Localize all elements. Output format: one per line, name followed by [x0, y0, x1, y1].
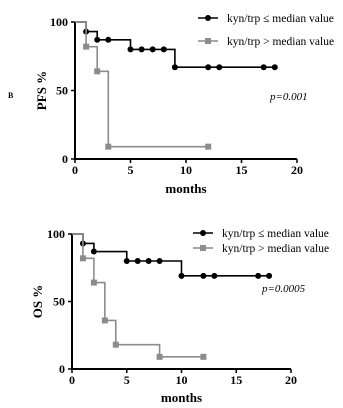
series-line: [75, 21, 209, 148]
data-point: [123, 258, 130, 264]
x-axis-label: months: [165, 181, 206, 196]
x-axis-label: months: [161, 390, 202, 405]
data-point: [94, 68, 101, 75]
x-tick-label: 5: [128, 163, 134, 177]
y-tick-label: 50: [53, 295, 65, 309]
data-point: [105, 143, 112, 150]
data-point: [178, 272, 185, 279]
series-low-ratio: [72, 233, 273, 279]
x-tick-label: 20: [291, 163, 303, 177]
x-tick-label: 20: [285, 373, 297, 387]
x-tick-label: 15: [230, 373, 242, 387]
series-line: [72, 233, 204, 358]
legend-marker: [205, 38, 211, 44]
y-tick-label: 50: [56, 84, 68, 98]
legend-marker: [200, 230, 206, 236]
data-point: [216, 64, 223, 71]
data-point: [205, 143, 212, 150]
x-tick-label: 10: [180, 163, 192, 177]
x-tick-label: 5: [124, 373, 130, 387]
legend-item: kyn/trp ≤ median value: [193, 228, 329, 240]
data-point: [271, 64, 278, 71]
legend-label: kyn/trp ≤ median value: [222, 228, 329, 240]
data-point: [260, 64, 267, 71]
data-point: [149, 46, 156, 53]
legend-item: kyn/trp > median value: [198, 36, 334, 48]
p-value-annotation: p=0.0005: [261, 283, 306, 295]
x-tick-label: 10: [176, 373, 188, 387]
x-tick-label: 0: [72, 163, 78, 177]
data-point: [266, 272, 273, 279]
data-point: [112, 341, 119, 348]
p-value-annotation: p=0.001: [269, 91, 308, 103]
data-point: [160, 46, 167, 53]
legend-label: kyn/trp > median value: [222, 243, 329, 255]
data-point: [83, 43, 90, 50]
data-point: [156, 258, 163, 264]
y-tick-label: 100: [50, 15, 68, 29]
data-point: [255, 272, 262, 279]
y-axis-label: OS %: [30, 285, 45, 319]
data-point: [145, 258, 152, 264]
data-point: [171, 64, 178, 71]
pfs-chart: 0 5 10 15 20 0 50 100 months PFS % kyn/trp ≤ media…: [34, 13, 334, 196]
data-point: [105, 36, 112, 43]
data-point: [134, 258, 141, 264]
data-point: [200, 353, 207, 360]
data-point: [138, 46, 145, 53]
panel-label: B: [8, 91, 14, 100]
legend-item: kyn/trp > median value: [193, 243, 329, 255]
data-point: [90, 248, 97, 255]
legend-marker: [200, 245, 206, 251]
data-point: [200, 272, 207, 279]
data-point: [211, 272, 218, 279]
data-point: [156, 353, 163, 360]
data-point: [205, 64, 212, 71]
legend-label: kyn/trp > median value: [227, 36, 334, 48]
legend-item: kyn/trp ≤ median value: [198, 13, 334, 25]
data-point: [127, 46, 134, 53]
os-chart: 0 5 10 15 20 0 50 100 months OS % kyn/trp ≤ median…: [30, 227, 329, 405]
legend-label: kyn/trp ≤ median value: [227, 13, 334, 25]
x-tick-label: 0: [69, 373, 75, 387]
y-tick-label: 0: [59, 362, 65, 376]
series-line: [72, 233, 270, 277]
series-high-ratio: [75, 21, 212, 150]
data-point: [94, 36, 101, 43]
data-point: [79, 255, 86, 262]
legend-marker: [205, 15, 211, 21]
y-tick-label: 0: [62, 152, 68, 166]
data-point: [90, 279, 97, 286]
series-high-ratio: [72, 233, 207, 360]
y-axis-label: PFS %: [34, 71, 49, 110]
y-tick-label: 100: [47, 227, 65, 241]
x-tick-label: 15: [236, 163, 248, 177]
data-point: [101, 317, 108, 324]
